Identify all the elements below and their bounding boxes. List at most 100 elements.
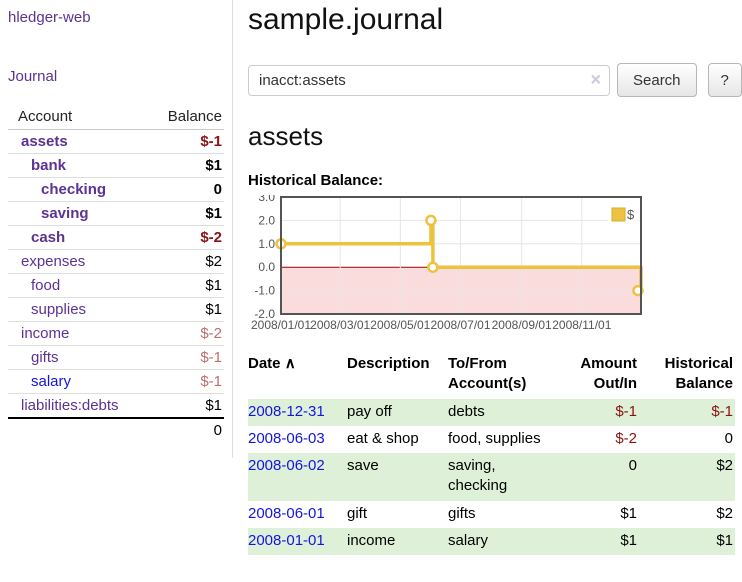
account-link-income[interactable]: income: [21, 325, 70, 342]
svg-text:-1.0: -1.0: [254, 284, 275, 298]
svg-text:$: $: [627, 207, 635, 222]
sidebar: hledger-web Journal Account Balance asse…: [0, 0, 233, 458]
transaction-balance: 0: [724, 429, 733, 447]
register-header-balance: Historical Balance: [664, 355, 733, 393]
account-link-gifts[interactable]: gifts: [31, 349, 59, 366]
accounts-header-balance: Balance: [151, 105, 224, 130]
svg-text:3.0: 3.0: [258, 195, 275, 204]
transaction-description: pay off: [347, 398, 448, 426]
clear-search-icon[interactable]: ×: [590, 69, 601, 90]
register-row: 2008-06-02 save saving, checking 0 $2: [248, 453, 735, 501]
account-balance-expenses: $2: [151, 249, 224, 274]
account-link-saving[interactable]: saving: [41, 205, 89, 222]
account-heading: assets: [248, 121, 324, 151]
historical-balance-chart: 3.0 2.0 1.0 0.0 -1.0 -2.0 2008/01/01 2008/03/01…: [248, 195, 742, 337]
main-content: sample.journal × Search ? assets Histori…: [233, 0, 742, 555]
account-link-salary[interactable]: salary: [31, 373, 72, 390]
register-header-account: To/From Account(s): [448, 355, 527, 393]
transaction-accounts: debts: [448, 398, 556, 426]
svg-text:1.0: 1.0: [258, 237, 275, 251]
account-row-supplies: supplies $1: [8, 297, 224, 322]
transaction-description: income: [347, 527, 448, 555]
transaction-balance: $1: [645, 527, 735, 555]
transaction-description: eat & shop: [347, 429, 419, 447]
register-header-amount: Amount Out/In: [580, 355, 637, 393]
transaction-date-link[interactable]: 2008-06-03: [248, 429, 325, 447]
search-form: × Search ?: [248, 63, 742, 97]
svg-text:2008/11/01: 2008/11/01: [552, 318, 611, 332]
account-row-liabilities-debts: liabilities:debts $1: [8, 393, 224, 419]
accounts-header-account: Account: [8, 105, 152, 130]
account-link-liabilities-debts[interactable]: liabilities:debts: [21, 397, 119, 414]
account-balance-assets: $-1: [151, 129, 224, 154]
account-row-saving: saving $1: [8, 201, 224, 226]
accounts-table: Account Balance assets $-1 bank $1 check…: [8, 105, 224, 442]
register-header-description: Description: [347, 355, 430, 372]
register-header-row: Date ∧ Description To/From Account(s) Am…: [248, 352, 735, 399]
account-balance-liabilities-debts: $1: [151, 393, 224, 419]
transaction-balance: $2: [716, 504, 733, 522]
svg-text:-2.0: -2.0: [254, 307, 275, 321]
account-balance-supplies: $1: [151, 297, 224, 322]
search-button[interactable]: Search: [617, 63, 697, 97]
account-link-assets[interactable]: assets: [21, 133, 68, 150]
register-row: 2008-12-31 pay off debts $-1 $-1: [248, 398, 735, 426]
account-balance-saving: $1: [151, 201, 224, 226]
account-row-gifts: gifts $-1: [8, 345, 224, 370]
transaction-amount: $-2: [615, 429, 637, 447]
account-balance-checking: 0: [151, 177, 224, 202]
app-title-link[interactable]: hledger-web: [8, 9, 91, 26]
register-header-date[interactable]: Date ∧: [248, 352, 347, 399]
accounts-total-value: 0: [151, 417, 224, 442]
page-title: sample.journal: [248, 3, 444, 36]
account-balance-salary: $-1: [151, 369, 224, 394]
register-row: 2008-01-01 income salary $1 $1: [248, 527, 735, 555]
svg-text:0.0: 0.0: [258, 260, 275, 274]
register-row: 2008-06-01 gift gifts $1 $2: [248, 501, 735, 528]
transaction-description: save: [347, 453, 448, 501]
account-balance-cash: $-2: [151, 225, 224, 250]
transaction-accounts: gifts: [448, 504, 476, 522]
account-row-food: food $1: [8, 273, 224, 298]
svg-text:2.0: 2.0: [258, 213, 275, 227]
transaction-amount: $1: [556, 527, 645, 555]
svg-text:2008/01/01: 2008/01/01: [251, 318, 311, 332]
account-row-assets: assets $-1: [8, 129, 224, 154]
transaction-date-link[interactable]: 2008-06-01: [248, 504, 325, 522]
date-header-label: Date: [248, 355, 281, 372]
svg-text:2008/05/01: 2008/05/01: [370, 318, 430, 332]
accounts-header-row: Account Balance: [8, 105, 224, 130]
account-row-checking: checking 0: [8, 177, 224, 202]
transaction-date-link[interactable]: 2008-12-31: [248, 402, 325, 420]
account-row-salary: salary $-1: [8, 369, 224, 394]
svg-text:2008/09/01: 2008/09/01: [492, 318, 552, 332]
account-link-expenses[interactable]: expenses: [21, 253, 86, 270]
account-row-expenses: expenses $2: [8, 249, 224, 274]
account-link-checking[interactable]: checking: [41, 181, 107, 198]
sort-ascending-icon: ∧: [284, 355, 296, 372]
account-link-supplies[interactable]: supplies: [31, 301, 87, 318]
transaction-accounts: salary: [448, 527, 556, 555]
accounts-total-row: 0: [8, 417, 224, 442]
help-button[interactable]: ?: [707, 63, 742, 97]
transaction-accounts: food, supplies: [448, 429, 541, 447]
account-balance-income: $-2: [151, 321, 224, 346]
account-row-cash: cash $-2: [8, 225, 224, 250]
transaction-amount: $1: [620, 504, 637, 522]
transaction-description: gift: [347, 504, 368, 522]
account-link-food[interactable]: food: [31, 277, 61, 294]
svg-text:2008/07/01: 2008/07/01: [430, 318, 490, 332]
transaction-date-link[interactable]: 2008-06-02: [248, 457, 325, 474]
account-link-cash[interactable]: cash: [31, 229, 66, 246]
transaction-balance: $-1: [645, 398, 735, 426]
sidebar-item-journal[interactable]: Journal: [8, 68, 58, 85]
account-row-income: income $-2: [8, 321, 224, 346]
account-link-bank[interactable]: bank: [31, 157, 67, 174]
search-input[interactable]: [248, 64, 610, 96]
accounts-total-spacer: [8, 417, 152, 442]
page: hledger-web Journal Account Balance asse…: [0, 0, 742, 555]
svg-text:2008/03/01: 2008/03/01: [310, 318, 370, 332]
account-row-bank: bank $1: [8, 153, 224, 178]
transaction-date-link[interactable]: 2008-01-01: [248, 531, 325, 549]
account-balance-food: $1: [151, 273, 224, 298]
